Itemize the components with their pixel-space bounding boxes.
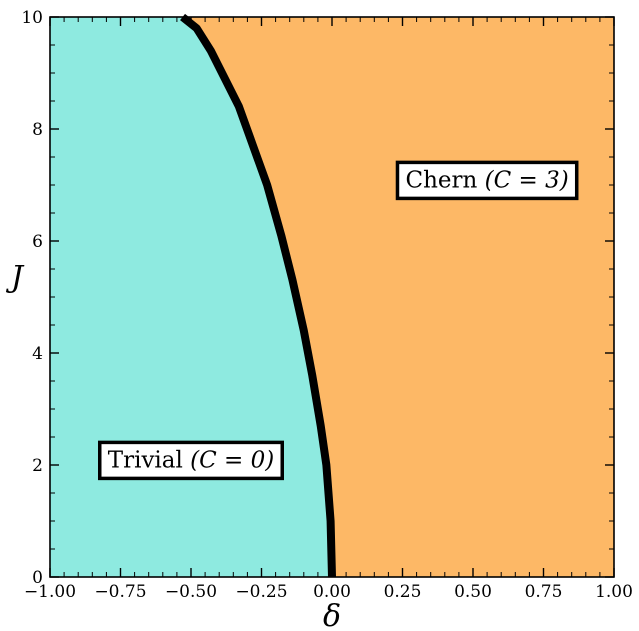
y-tick-label: 10 [21, 8, 43, 28]
region-label-word: Trivial [108, 447, 190, 473]
x-tick-label: −0.50 [165, 582, 217, 602]
x-axis-label: δ [323, 599, 341, 631]
y-tick-label: 6 [32, 232, 43, 252]
x-tick-label: −0.25 [235, 582, 287, 602]
region-label-word: Chern [405, 167, 484, 193]
region-label-chern: Chern (C = 3) [395, 160, 579, 201]
y-tick-label: 8 [32, 120, 43, 140]
x-tick-label: 0.25 [384, 582, 422, 602]
x-tick-label: −1.00 [24, 582, 76, 602]
y-tick-label: 2 [32, 456, 43, 476]
label-box [98, 440, 284, 481]
x-tick-label: 0.00 [313, 582, 351, 602]
phase-boundary-line [180, 13, 336, 578]
x-tick-label: 1.00 [595, 582, 633, 602]
y-axis-label: J [5, 260, 25, 295]
region-label-text: Chern (C = 3) [405, 167, 568, 193]
y-tick-label: 4 [32, 344, 43, 364]
label-box [395, 160, 579, 201]
x-tick-label: 0.75 [525, 582, 563, 602]
region-trivial [50, 17, 332, 577]
region-chern [182, 17, 615, 577]
region-label-chern-number: (C = 0) [190, 447, 274, 473]
region-label-trivial: Trivial (C = 0) [98, 440, 284, 481]
region-label-chern-number: (C = 3) [485, 167, 569, 193]
y-tick-label: 0 [32, 568, 43, 588]
region-label-text: Trivial (C = 0) [108, 447, 275, 473]
plot-frame [49, 16, 615, 578]
x-tick-label: −0.75 [94, 582, 146, 602]
x-tick-label: 0.50 [454, 582, 492, 602]
